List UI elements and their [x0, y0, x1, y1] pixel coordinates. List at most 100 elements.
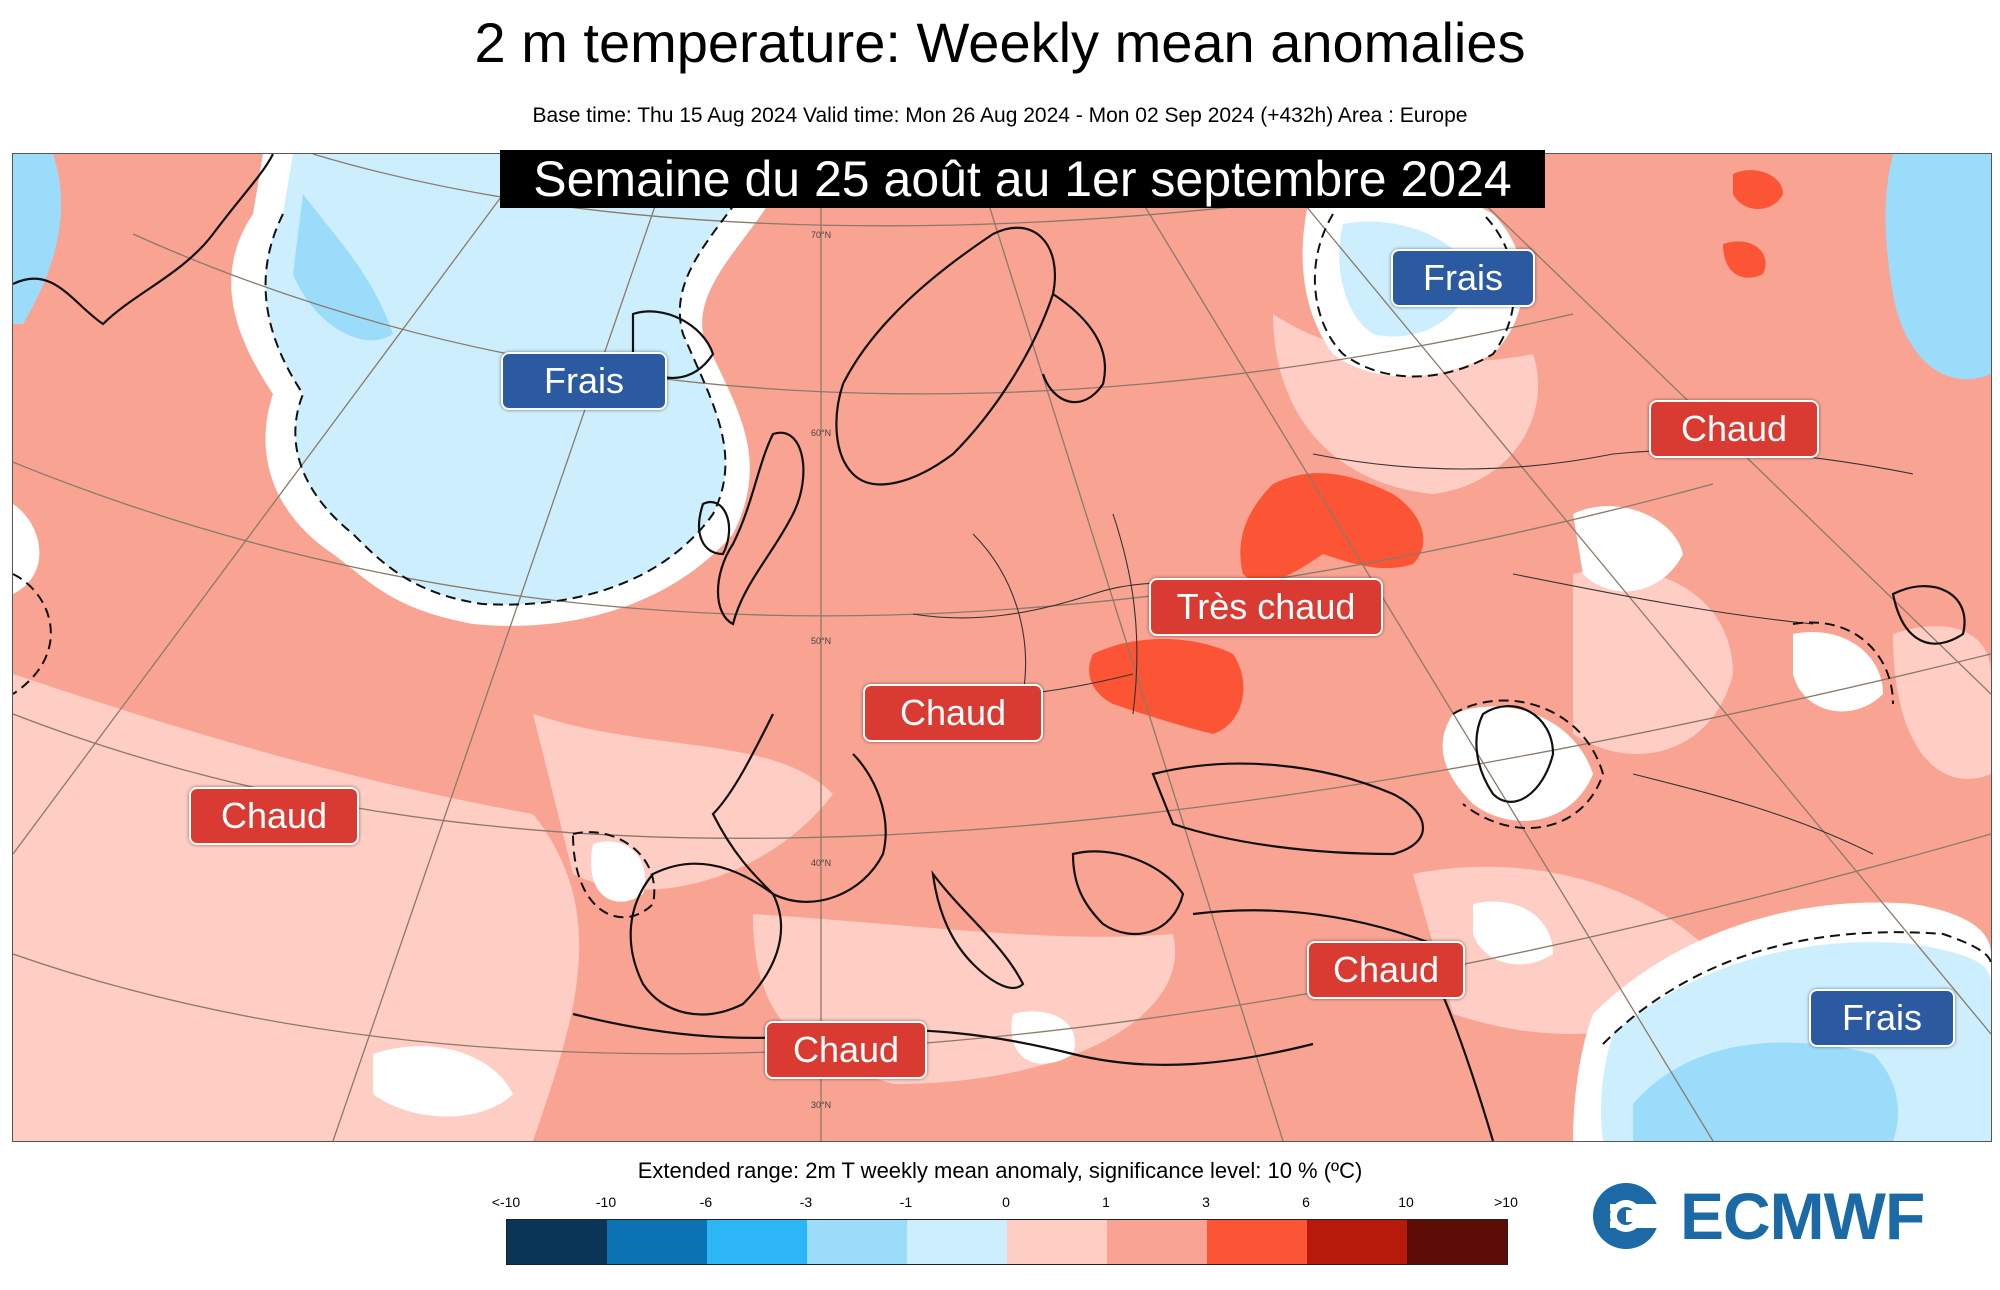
- pale-warm-atlantic: [13, 674, 580, 1141]
- parallel-60: [132, 233, 1574, 395]
- contour-barents: [1313, 213, 1516, 378]
- legend-swatch-2: [707, 1220, 807, 1264]
- significance-contours: [13, 154, 1991, 1045]
- neutral-west-edge: [13, 504, 40, 594]
- coastlines: [13, 154, 1966, 1141]
- border-5: [1512, 573, 1814, 625]
- meridian-w20: [13, 154, 534, 855]
- border-4: [1112, 513, 1138, 715]
- coast-britain: [716, 431, 805, 626]
- neutral-volga: [1573, 506, 1683, 592]
- coast-scandinavia: [835, 226, 1056, 486]
- meridian-e10: [972, 154, 1284, 1141]
- lat-label-50: 50°N: [811, 636, 831, 646]
- label-chaud-france: Chaud: [863, 684, 1043, 742]
- hot-north-ural: [1733, 170, 1783, 209]
- contour-aral: [1792, 621, 1894, 705]
- parallel-40: [13, 653, 1991, 839]
- label-chaud-russia: Chaud: [1649, 400, 1819, 458]
- label-tres-chaud: Très chaud: [1149, 578, 1383, 636]
- lat-label-60: 60°N: [811, 428, 831, 438]
- lat-labels: 70°N 60°N 50°N 40°N 30°N: [811, 230, 831, 1110]
- coast-caspian: [1475, 705, 1555, 803]
- neutral-levant: [1473, 901, 1553, 965]
- legend-tick: 10: [1398, 1194, 1414, 1210]
- parallel-50: [13, 461, 1714, 617]
- meridian-e30: [1262, 154, 1991, 1035]
- border-russia-kaz: [1312, 449, 1914, 475]
- legend-swatch-0: [507, 1220, 607, 1264]
- legend-swatch-5: [1007, 1220, 1107, 1264]
- cold-arctic-east: [1885, 154, 1991, 380]
- coast-finland: [1041, 293, 1106, 404]
- legend-color-bar: [506, 1219, 1508, 1265]
- page-title: 2 m temperature: Weekly mean anomalies: [474, 11, 1526, 74]
- legend-swatch-7: [1207, 1220, 1307, 1264]
- contour-southeast: [1602, 931, 1991, 1045]
- coast-canada: [13, 154, 274, 326]
- legend-tick: >10: [1494, 1194, 1518, 1210]
- label-chaud-atlantic: Chaud: [189, 787, 359, 845]
- label-chaud-east-med: Chaud: [1307, 941, 1465, 999]
- legend-tick: -3: [799, 1194, 813, 1210]
- legend-tick: -1: [899, 1194, 913, 1210]
- label-frais-southeast: Frais: [1809, 989, 1955, 1047]
- pale-warm-scandinavia-east: [1273, 314, 1539, 494]
- week-banner: Semaine du 25 août au 1er septembre 2024: [500, 150, 1545, 208]
- legend-swatch-3: [807, 1220, 907, 1264]
- legend-tick: <-10: [491, 1194, 521, 1210]
- cold-strong-greenland: [293, 194, 393, 341]
- pale-warm-kazakh: [1573, 568, 1733, 754]
- coast-greece: [1071, 850, 1185, 936]
- lat-label-30: 30°N: [811, 1100, 831, 1110]
- legend-swatch-9: [1407, 1220, 1507, 1264]
- pale-warm-far-east: [1893, 626, 1991, 779]
- meridian-w10: [332, 154, 674, 1141]
- meridian-e20: [1112, 154, 1714, 1141]
- neutral-caspian: [1442, 706, 1593, 821]
- coast-iberia: [629, 862, 783, 1016]
- map-canvas: 70°N 60°N 50°N 40°N 30°N: [13, 154, 1991, 1141]
- borders: [892, 449, 1914, 855]
- contour-caspian: [1452, 699, 1605, 829]
- legend-swatch-6: [1107, 1220, 1207, 1264]
- neutral-canaries: [373, 1046, 513, 1117]
- ecmwf-logo-text: ECMWF: [1680, 1179, 1925, 1253]
- contour-azores: [572, 831, 656, 919]
- legend-title: Extended range: 2m T weekly mean anomaly…: [637, 1158, 1363, 1183]
- coast-lake-east: [1891, 585, 1966, 645]
- ecmwf-logo-icon: [1593, 1183, 1676, 1249]
- legend-tick: 0: [1002, 1194, 1010, 1210]
- legend-tick: 1: [1102, 1194, 1110, 1210]
- legend-tick: -6: [699, 1194, 713, 1210]
- legend-swatch-1: [607, 1220, 707, 1264]
- border-3: [972, 533, 1027, 695]
- lat-label-70: 70°N: [811, 230, 831, 240]
- label-frais-greenland: Frais: [501, 352, 667, 410]
- cold-strong-baffin: [13, 154, 62, 324]
- lat-label-40: 40°N: [811, 858, 831, 868]
- coast-black-sea: [1151, 762, 1424, 856]
- legend-swatch-8: [1307, 1220, 1407, 1264]
- ecmwf-logo: ECMWF: [1590, 1180, 1970, 1252]
- legend-swatch-4: [907, 1220, 1007, 1264]
- coast-turkey-south: [1192, 909, 1434, 946]
- page-subtitle: Base time: Thu 15 Aug 2024 Valid time: M…: [532, 104, 1468, 127]
- anomaly-map: 70°N 60°N 50°N 40°N 30°N: [12, 153, 1992, 1142]
- legend-tick: -10: [595, 1194, 617, 1210]
- coast-italy: [931, 870, 1025, 989]
- coast-north-africa: [572, 1012, 1314, 1066]
- cold-strong-southeast: [1633, 1042, 1898, 1141]
- label-frais-north-russia: Frais: [1391, 249, 1535, 307]
- neutral-azores: [591, 841, 645, 902]
- hot-ukraine-russia: [1240, 473, 1424, 583]
- hot-balkans: [1089, 639, 1244, 734]
- hot-ural: [1723, 241, 1766, 278]
- contour-greenland: [264, 154, 764, 606]
- label-chaud-north-africa: Chaud: [765, 1021, 927, 1079]
- border-6: [1632, 773, 1874, 855]
- legend-tick: 3: [1202, 1194, 1210, 1210]
- contour-west: [13, 573, 52, 695]
- legend-ticks: <-10 -10 -6 -3 -1 0 1 3 6 10 >10: [492, 1194, 1518, 1214]
- legend-tick: 6: [1302, 1194, 1310, 1210]
